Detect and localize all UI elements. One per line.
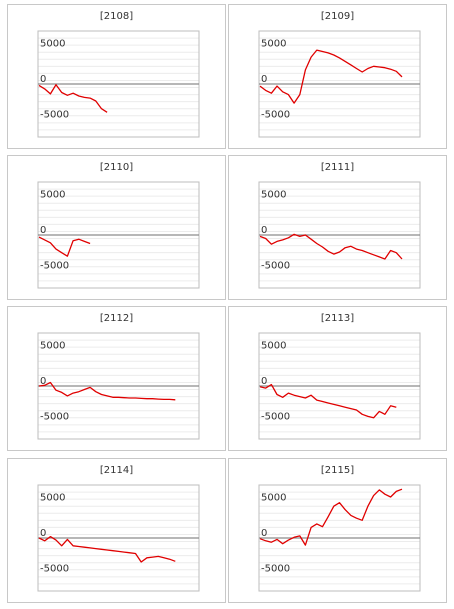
chart-svg: [2110] 5000 0 -5000 bbox=[37, 162, 200, 289]
chart-panel: [2111] 5000 0 -5000 bbox=[228, 155, 447, 300]
chart-svg: [2114] 5000 0 -5000 bbox=[37, 465, 200, 592]
y-tick-label: 5000 bbox=[40, 39, 65, 50]
y-tick-label: 0 bbox=[40, 376, 46, 387]
chart-panel: [2109] 5000 0 -5000 bbox=[228, 4, 447, 149]
y-tick-label: 5000 bbox=[261, 341, 286, 352]
chart-panel: [2113] 5000 0 -5000 bbox=[228, 306, 447, 451]
y-tick-label: 0 bbox=[261, 74, 267, 85]
series-line bbox=[259, 49, 403, 104]
chart-svg: [2111] 5000 0 -5000 bbox=[258, 162, 421, 289]
series-line bbox=[38, 381, 176, 401]
y-tick-label: 5000 bbox=[40, 341, 65, 352]
chart-title: [2111] bbox=[321, 162, 354, 173]
chart-panel: [2108] 5000 0 -5000 bbox=[7, 4, 226, 149]
chart-panel: [2114] 5000 0 -5000 bbox=[7, 458, 226, 603]
y-tick-label: 0 bbox=[40, 225, 46, 236]
chart-svg: [2112] 5000 0 -5000 bbox=[37, 313, 200, 440]
y-tick-label: 5000 bbox=[40, 190, 65, 201]
chart-title: [2113] bbox=[321, 313, 354, 324]
y-tick-label: 5000 bbox=[261, 39, 286, 50]
y-tick-label: 0 bbox=[261, 376, 267, 387]
chart-title: [2114] bbox=[100, 465, 133, 476]
series-line bbox=[259, 383, 397, 419]
y-tick-label: -5000 bbox=[261, 109, 290, 120]
y-tick-label: -5000 bbox=[261, 260, 290, 271]
y-tick-label: 0 bbox=[40, 74, 46, 85]
y-tick-label: 0 bbox=[261, 528, 267, 539]
y-tick-label: -5000 bbox=[261, 563, 290, 574]
series-line bbox=[259, 233, 403, 260]
y-tick-label: -5000 bbox=[40, 109, 69, 120]
series-line bbox=[38, 535, 176, 563]
y-tick-label: 0 bbox=[261, 225, 267, 236]
chart-svg: [2108] 5000 0 -5000 bbox=[37, 11, 200, 138]
chart-svg: [2115] 5000 0 -5000 bbox=[258, 465, 421, 592]
chart-title: [2115] bbox=[321, 465, 354, 476]
y-tick-label: 5000 bbox=[261, 190, 286, 201]
chart-svg: [2109] 5000 0 -5000 bbox=[258, 11, 421, 138]
y-tick-label: 0 bbox=[40, 528, 46, 539]
chart-title: [2112] bbox=[100, 313, 133, 324]
series-line bbox=[38, 84, 108, 113]
chart-title: [2109] bbox=[321, 11, 354, 22]
chart-svg: [2113] 5000 0 -5000 bbox=[258, 313, 421, 440]
chart-title: [2110] bbox=[100, 162, 133, 173]
y-tick-label: 5000 bbox=[40, 493, 65, 504]
chart-panel: [2115] 5000 0 -5000 bbox=[228, 458, 447, 603]
series-line bbox=[259, 488, 403, 546]
series-line bbox=[38, 236, 91, 257]
chart-title: [2108] bbox=[100, 11, 133, 22]
y-tick-label: 5000 bbox=[261, 493, 286, 504]
chart-panel: [2112] 5000 0 -5000 bbox=[7, 306, 226, 451]
y-tick-label: -5000 bbox=[40, 411, 69, 422]
chart-panel: [2110] 5000 0 -5000 bbox=[7, 155, 226, 300]
y-tick-label: -5000 bbox=[40, 260, 69, 271]
y-tick-label: -5000 bbox=[261, 411, 290, 422]
y-tick-label: -5000 bbox=[40, 563, 69, 574]
